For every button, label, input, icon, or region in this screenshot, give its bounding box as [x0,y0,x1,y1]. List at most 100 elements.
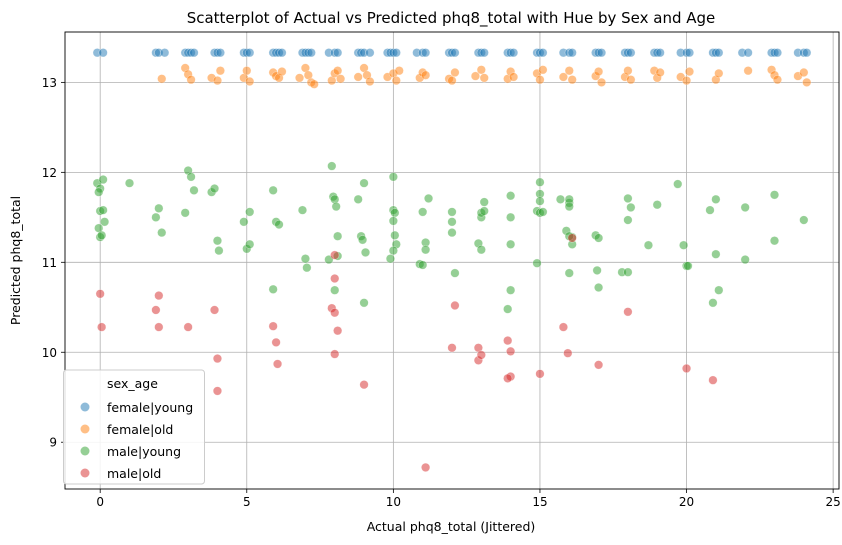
point-female-old [596,77,607,87]
point-male-young [506,285,516,295]
point-female-young [626,48,636,58]
point-male-young [564,268,574,278]
legend-marker-male-young [80,446,90,456]
point-male-young [212,236,223,246]
point-male-young [186,172,196,182]
legend-label-female-young: female|young [107,400,193,415]
point-male-young [390,230,400,240]
point-female-young [365,48,375,58]
point-male-old [268,321,278,331]
point-female-old [535,75,545,85]
point-male-young [418,207,428,217]
legend-item-male-old: male|old [80,466,161,481]
point-male-young [423,193,434,203]
point-male-old [330,273,340,284]
point-male-young [360,247,371,257]
point-female-old [294,73,305,83]
point-female-young [245,48,255,58]
point-male-old [476,350,486,360]
point-male-young [623,193,633,203]
legend-label-male-young: male|young [107,444,181,459]
legend-title: sex_age [107,376,158,391]
point-female-young [596,48,607,58]
point-male-old [151,305,161,315]
plot-frame [64,31,840,490]
point-female-old [681,76,692,86]
point-male-young [239,217,249,227]
point-male-young [302,263,312,273]
y-tick-label: 11 [42,256,57,270]
point-female-old [799,67,809,78]
point-male-young [189,185,199,195]
point-male-young [154,203,164,213]
point-male-young [555,194,566,204]
point-male-old [623,307,633,317]
point-male-young [708,298,718,308]
point-male-young [388,216,398,226]
point-male-young [418,260,428,270]
point-male-young [390,208,400,218]
point-male-young [353,194,363,204]
point-male-old [330,349,340,359]
point-male-old [154,322,164,332]
point-female-old [186,75,196,85]
point-female-young [160,48,170,58]
point-male-old [447,343,457,353]
point-female-young [98,48,108,58]
point-male-young [297,205,308,215]
point-male-young [209,183,220,194]
point-male-young [503,304,513,314]
point-male-young [535,196,545,206]
point-male-young [532,258,542,268]
point-male-old [359,380,369,390]
point-male-young [683,261,693,271]
point-male-young [769,190,780,200]
point-male-old [594,360,604,370]
y-tick-label: 13 [42,76,57,90]
point-female-old [655,67,665,78]
point-male-young [385,254,395,264]
point-male-young [157,228,167,238]
point-female-old [391,76,401,86]
point-male-young [450,268,460,278]
point-female-old [558,72,568,82]
point-female-old [336,74,346,84]
point-female-old [623,66,633,76]
point-male-young [594,282,604,293]
point-male-young [592,265,602,275]
x-axis-label: Actual phq8_total (Jittered) [367,519,536,534]
point-male-old [154,291,164,301]
legend-item-female-old: female|old [80,422,173,437]
point-male-young [623,215,633,225]
point-male-old [212,386,223,396]
point-female-old [365,76,375,87]
point-male-young [623,267,633,277]
point-male-old [330,250,340,260]
legend-marker-male-old [80,468,90,478]
point-male-young [447,228,457,238]
point-male-old [212,354,223,364]
y-axis-label: Predicted phq8_total [8,196,23,325]
point-male-old [209,305,220,315]
point-male-young [476,245,486,255]
point-female-old [567,75,577,85]
point-male-old [450,300,460,311]
point-male-young [769,236,780,246]
point-female-old [802,77,812,87]
point-male-young [331,201,341,212]
point-female-old [772,75,782,85]
point-female-old [538,65,548,75]
point-male-old [273,359,283,369]
legend-box [63,369,205,485]
legend-item-female-young: female|young [80,400,193,415]
point-female-young [450,48,460,58]
point-male-old [535,369,545,379]
point-female-young [538,48,548,58]
y-tick-label: 9 [49,436,57,450]
legend-label-female-old: female|old [107,422,173,437]
point-male-young [274,219,284,230]
x-tick-label: 0 [96,495,104,509]
point-female-old [277,67,287,77]
point-female-old [245,76,255,87]
point-female-old [353,72,363,82]
